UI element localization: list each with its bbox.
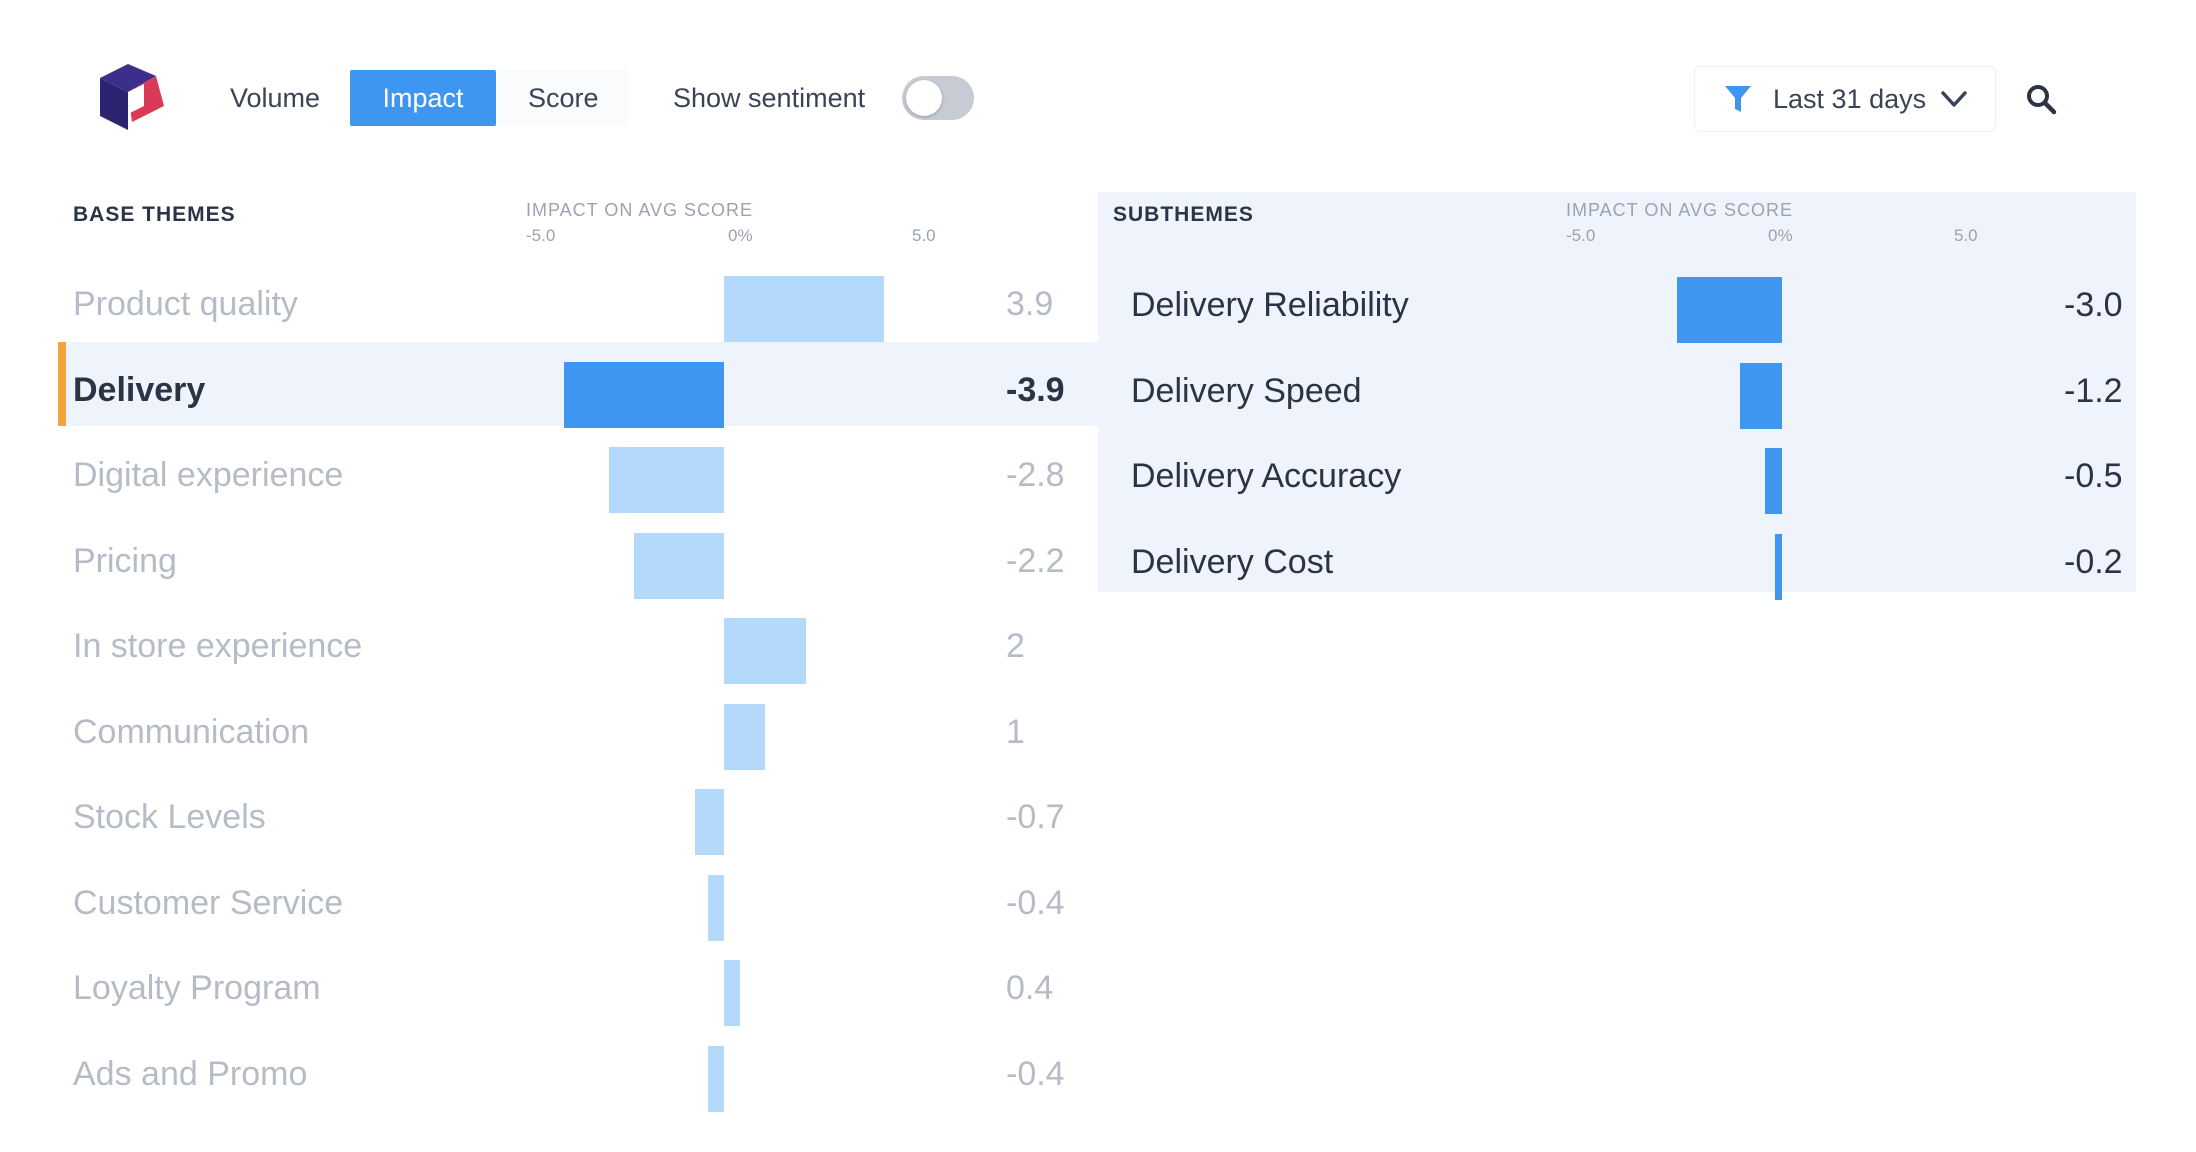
search-icon[interactable] — [2024, 82, 2058, 116]
sub-tick-max: 5.0 — [1954, 226, 1978, 245]
app-logo — [100, 64, 164, 130]
base-theme-row[interactable]: Communication 1 — [73, 690, 1073, 774]
base-theme-row-bar — [695, 789, 724, 855]
subtheme-row-value: -0.5 — [2064, 457, 2123, 495]
base-theme-row-value: -3.9 — [1006, 370, 1065, 409]
base-theme-row-value: 1 — [1006, 712, 1025, 751]
subtheme-row-value: -3.0 — [2064, 286, 2123, 324]
base-theme-row-label: In store experience — [73, 627, 363, 665]
tab-volume[interactable]: Volume — [230, 83, 321, 113]
show-sentiment-label: Show sentiment — [673, 83, 866, 113]
subtheme-row-value: -0.2 — [2064, 542, 2123, 581]
subtheme-row[interactable]: Delivery Accuracy -0.5 — [1131, 434, 2131, 518]
base-theme-row[interactable]: Customer Service -0.4 — [73, 861, 1073, 945]
base-theme-row-label: Loyalty Program — [73, 969, 321, 1007]
date-range-label: Last 31 days — [1773, 84, 1927, 114]
base-theme-row-bar — [724, 703, 765, 770]
base-theme-row-label: Communication — [73, 712, 310, 751]
base-theme-row[interactable]: Digital experience -2.8 — [73, 433, 1073, 517]
base-theme-row-bar — [724, 276, 884, 342]
base-theme-row-label: Product quality — [73, 285, 298, 323]
base-theme-row-label: Ads and Promo — [73, 1054, 308, 1093]
toggle-knob — [906, 80, 942, 116]
base-theme-row-value: 3.9 — [1006, 285, 1054, 323]
base-theme-row-label: Customer Service — [73, 883, 344, 922]
subtheme-row-label: Delivery Cost — [1131, 542, 1334, 581]
base-theme-row-label: Digital experience — [73, 456, 344, 494]
subtheme-row-bar — [1740, 362, 1782, 429]
base-theme-row-bar — [609, 447, 724, 513]
base-theme-row-bar — [633, 532, 724, 599]
subtheme-row[interactable]: Delivery Reliability -3.0 — [1131, 263, 2131, 347]
base-theme-row[interactable]: Pricing -2.2 — [73, 519, 1073, 603]
chevron-down-icon — [1941, 91, 1967, 107]
base-theme-row-bar — [707, 874, 724, 941]
date-range-dropdown[interactable]: Last 31 days — [1694, 66, 1996, 132]
selected-row-accent — [58, 342, 66, 426]
base-theme-row-bar — [724, 960, 741, 1026]
base-theme-row-value: 2 — [1006, 627, 1025, 665]
base-theme-row[interactable]: Stock Levels -0.7 — [73, 775, 1073, 859]
base-theme-row[interactable]: Ads and Promo -0.4 — [73, 1032, 1073, 1116]
base-theme-row-value: -2.8 — [1006, 456, 1065, 494]
subthemes-title: SUBTHEMES — [1113, 203, 1254, 226]
subthemes-panel — [1098, 192, 2136, 592]
show-sentiment-toggle[interactable] — [902, 76, 974, 120]
base-theme-row-value: 0.4 — [1006, 969, 1054, 1007]
sub-axis-title: IMPACT ON AVG SCORE — [1566, 200, 1794, 220]
base-theme-row[interactable]: Product quality 3.9 — [73, 262, 1073, 346]
base-theme-row-label: Pricing — [73, 541, 177, 580]
subtheme-row-label: Delivery Accuracy — [1131, 457, 1402, 495]
base-theme-row-bar — [707, 1045, 724, 1112]
base-theme-row-value: -0.4 — [1006, 1054, 1065, 1093]
base-theme-row-value: -0.7 — [1006, 798, 1065, 836]
subtheme-row-bar — [1775, 533, 1782, 600]
subtheme-row-label: Delivery Speed — [1131, 371, 1362, 410]
base-theme-row-bar — [724, 618, 806, 684]
base-theme-row[interactable]: In store experience 2 — [73, 604, 1073, 688]
subtheme-row[interactable]: Delivery Speed -1.2 — [1131, 349, 2131, 433]
sub-tick-zero: 0% — [1768, 226, 1793, 245]
base-tick-max: 5.0 — [912, 226, 936, 245]
base-axis-title: IMPACT ON AVG SCORE — [526, 200, 754, 220]
filter-icon — [1725, 86, 1751, 112]
subtheme-row-bar — [1677, 277, 1782, 343]
sub-tick-min: -5.0 — [1566, 226, 1596, 245]
subtheme-row-bar — [1764, 448, 1782, 514]
base-theme-row-value: -0.4 — [1006, 883, 1065, 922]
base-theme-row-bar — [564, 361, 724, 428]
subtheme-row[interactable]: Delivery Cost -0.2 — [1131, 520, 2131, 604]
base-theme-row[interactable]: Loyalty Program 0.4 — [73, 946, 1073, 1030]
base-tick-zero: 0% — [728, 226, 753, 245]
base-tick-min: -5.0 — [526, 226, 556, 245]
base-theme-row-label: Stock Levels — [73, 798, 266, 836]
tab-impact[interactable]: Impact — [350, 70, 496, 126]
base-themes-title: BASE THEMES — [73, 203, 236, 226]
subtheme-row-label: Delivery Reliability — [1131, 286, 1409, 324]
subtheme-row-value: -1.2 — [2064, 371, 2123, 410]
tab-score[interactable]: Score — [498, 70, 629, 126]
base-theme-row-label: Delivery — [73, 370, 206, 409]
base-theme-row-value: -2.2 — [1006, 541, 1065, 580]
base-theme-row[interactable]: Delivery -3.9 — [73, 348, 1073, 432]
